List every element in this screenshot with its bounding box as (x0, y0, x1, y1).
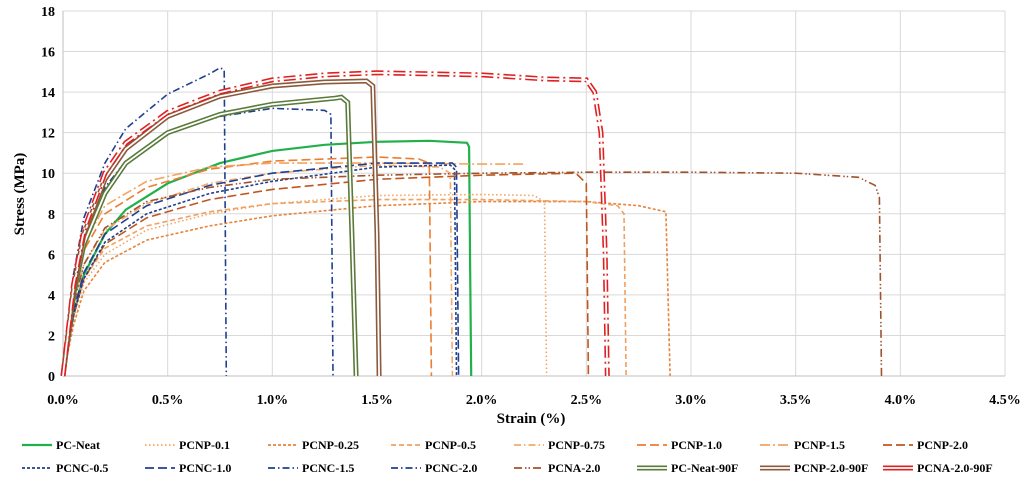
y-tick-label: 2 (48, 329, 55, 344)
legend-item: PCNA-2.0 (514, 461, 600, 475)
legend-item: PCNC-1.0 (145, 461, 231, 475)
legend-item: PCNP-0.25 (268, 438, 359, 452)
legend-label: PCNP-2.0-90F (794, 461, 868, 475)
series-pcnp-0.75 (62, 164, 454, 377)
y-axis-title: Stress (MPa) (12, 153, 28, 236)
y-tick-label: 6 (48, 248, 55, 263)
series-line (62, 172, 590, 377)
x-tick-label: 0.5% (152, 393, 184, 408)
legend-item: PCNP-2.0 (883, 438, 968, 452)
series-line (62, 200, 671, 377)
series-line (61, 139, 473, 377)
legend-label: PCNP-1.5 (794, 438, 845, 452)
y-tick-label: 18 (41, 5, 55, 20)
y-tick-label: 8 (48, 208, 55, 223)
legend-label: PCNA-2.0 (548, 461, 600, 475)
y-tick-label: 10 (41, 167, 55, 182)
series-pcnp-0.25 (62, 200, 671, 377)
legend-item: PCNC-2.0 (391, 461, 477, 475)
series-pc-neat-90f (60, 94, 359, 377)
series-line-inner (62, 96, 357, 377)
series-line (62, 164, 454, 377)
legend-label: PCNC-1.5 (302, 461, 354, 475)
series-pc-neat (61, 139, 473, 377)
legend: PC-Neat PCNP-0.1 PCNP-0.25 PCNP-0.5 PCNP-0.7… (22, 438, 993, 475)
legend-label: PCNP-0.25 (302, 438, 359, 452)
x-tick-label: 1.0% (257, 393, 289, 408)
legend-item: PCNP-2.0-90F (760, 461, 868, 475)
legend-label: PCNP-0.1 (179, 438, 230, 452)
legend-item: PCNC-1.5 (268, 461, 354, 475)
series-line (62, 164, 458, 377)
legend-label: PC-Neat (56, 438, 100, 452)
y-tick-label: 16 (41, 46, 55, 61)
series-line (62, 171, 883, 377)
legend-item: PCNC-0.5 (22, 461, 108, 475)
legend-item: PCNP-0.1 (145, 438, 230, 452)
legend-item: PC-Neat (22, 438, 100, 452)
series-line (62, 66, 228, 377)
legend-item: PCNP-0.5 (391, 438, 476, 452)
legend-label: PCNA-2.0-90F (917, 461, 993, 475)
series-line (62, 162, 460, 377)
x-tick-label: 2.0% (466, 393, 498, 408)
axes (62, 11, 1005, 377)
x-tick-label: 0.0% (47, 393, 79, 408)
legend-label: PCNP-1.0 (671, 438, 722, 452)
series-line-inner (62, 71, 609, 377)
series-pcna-2.0 (62, 171, 883, 377)
legend-label: PC-Neat-90F (671, 461, 738, 475)
legend-label: PCNC-1.0 (179, 461, 231, 475)
legend-item: PCNA-2.0-90F (883, 461, 993, 475)
legend-label: PCNP-0.5 (425, 438, 476, 452)
y-tick-label: 4 (48, 289, 55, 304)
legend-label: PCNP-2.0 (917, 438, 968, 452)
y-tick-label: 12 (41, 127, 55, 142)
x-tick-label: 1.5% (361, 393, 393, 408)
legend-item: PCNP-0.75 (514, 438, 605, 452)
series-pcna-2.0-90f (60, 70, 610, 377)
series-pcnc-0.5 (62, 164, 458, 377)
series-pcnp-0.1 (62, 193, 548, 377)
tick-labels: 0 2 4 6 8 10 12 14 16 18 0.0% 0.5% 1.0% 1.5% 2.0% 2.5% 3… (41, 5, 1021, 408)
y-tick-label: 0 (48, 370, 55, 385)
x-tick-label: 4.0% (885, 393, 917, 408)
series-line-outer (60, 70, 610, 377)
x-tick-label: 3.5% (780, 393, 812, 408)
series-line (62, 198, 627, 377)
series-pcnp-2.0 (62, 172, 590, 377)
legend-label: PCNC-2.0 (425, 461, 477, 475)
series-pcnc-1.0 (62, 162, 460, 377)
series-layer (60, 66, 883, 377)
legend-item: PCNP-1.0 (637, 438, 722, 452)
grid (62, 10, 1006, 377)
series-line (62, 193, 548, 377)
legend-item: PC-Neat-90F (637, 461, 738, 475)
series-line-outer (60, 94, 359, 377)
y-tick-label: 14 (41, 86, 55, 101)
x-tick-label: 4.5% (989, 393, 1021, 408)
x-axis-title: Strain (%) (497, 411, 566, 427)
series-pcnc-2.0 (62, 66, 228, 377)
legend-item: PCNP-1.5 (760, 438, 845, 452)
x-tick-label: 3.0% (675, 393, 707, 408)
series-pcnp-0.5 (62, 198, 627, 377)
legend-label: PCNC-0.5 (56, 461, 108, 475)
x-tick-label: 2.5% (571, 393, 603, 408)
legend-label: PCNP-0.75 (548, 438, 605, 452)
